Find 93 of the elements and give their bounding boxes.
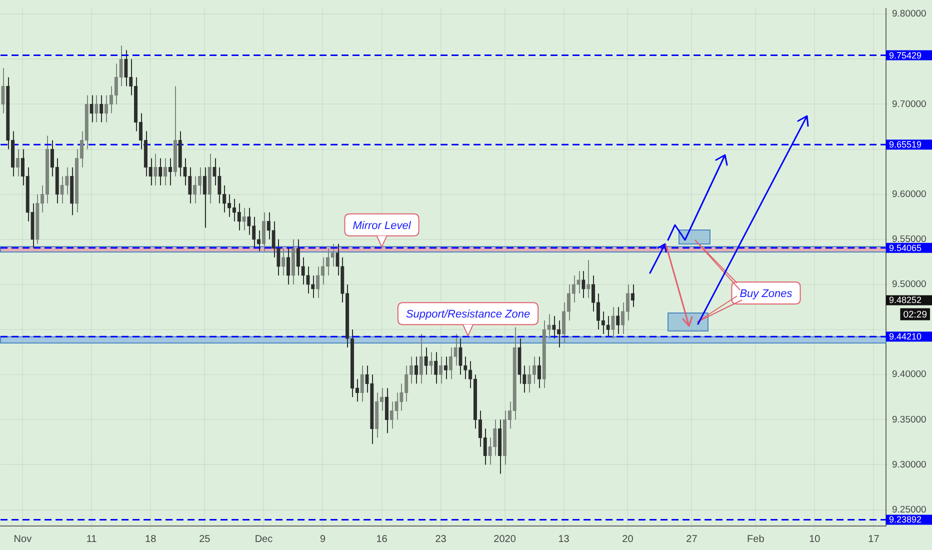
y-tick-label: 9.30000 <box>892 459 926 470</box>
y-tick-label: 9.70000 <box>892 98 926 110</box>
candlestick <box>572 274 576 303</box>
candlestick <box>562 302 566 344</box>
candlestick <box>282 248 286 276</box>
x-tick-label: 10 <box>809 534 821 545</box>
y-tick-label: 9.60000 <box>892 188 926 200</box>
annotation: Mirror Level <box>352 220 412 232</box>
candlestick <box>601 311 605 335</box>
candlestick <box>448 347 452 380</box>
candlestick <box>400 383 404 412</box>
x-tick-label: 25 <box>199 534 211 545</box>
candlestick <box>522 365 526 394</box>
candlestick <box>276 238 280 276</box>
candlestick <box>419 334 423 384</box>
candlestick <box>212 158 216 186</box>
y-tick-label: 9.40000 <box>892 369 926 380</box>
candlestick <box>330 243 334 267</box>
x-tick-label: Dec <box>254 534 273 545</box>
candlestick <box>434 352 438 384</box>
candlestick <box>218 166 222 204</box>
candlestick <box>119 45 123 87</box>
candlestick <box>429 352 433 376</box>
ref-line-label: 9.75429 <box>889 50 922 60</box>
candlestick <box>311 274 315 298</box>
candlestick <box>458 338 462 376</box>
candlestick <box>454 334 458 366</box>
ref-line-label: 9.44210 <box>889 332 922 342</box>
candlestick <box>582 270 586 298</box>
candlestick <box>154 153 158 186</box>
candlestick <box>94 94 98 123</box>
y-tick-label: 9.80000 <box>892 8 926 20</box>
candlestick <box>326 248 330 276</box>
x-tick-label: 16 <box>376 534 388 545</box>
candlestick <box>620 302 625 335</box>
candlestick <box>488 437 492 466</box>
candlestick <box>124 50 128 87</box>
candlestick <box>65 166 69 195</box>
candlestick <box>557 320 561 348</box>
candlestick <box>272 220 276 258</box>
x-tick-label: 9 <box>320 534 326 545</box>
candlestick <box>60 176 64 204</box>
candlestick <box>148 158 152 186</box>
candlestick <box>320 256 325 285</box>
y-tick-label: 9.55000 <box>892 234 926 246</box>
x-tick-label: 2020 <box>494 534 516 545</box>
x-tick-label: 17 <box>868 534 880 545</box>
candlestick <box>493 419 497 456</box>
ref-line-label: 9.54065 <box>889 242 922 253</box>
candlestick <box>552 316 556 340</box>
x-tick-label: 27 <box>686 534 698 545</box>
ref-line-label: 9.23892 <box>889 514 922 525</box>
candlestick <box>188 166 192 204</box>
candlestick <box>336 243 340 276</box>
candlestick <box>611 306 615 340</box>
candlestick <box>606 316 610 338</box>
candlestick <box>591 274 596 312</box>
candlestick <box>242 207 246 231</box>
x-tick-label: Feb <box>747 534 765 545</box>
y-tick-label: 9.25000 <box>892 504 926 516</box>
candlestick <box>286 248 290 285</box>
candlestick <box>306 266 310 294</box>
candlestick <box>547 314 551 340</box>
text: 9.48252 <box>889 295 922 306</box>
x-tick-label: Nov <box>14 534 32 545</box>
candlestick <box>296 238 300 276</box>
annotation: Buy Zones <box>740 288 793 300</box>
candlestick <box>1 68 5 114</box>
x-tick-label: 18 <box>145 534 157 545</box>
x-tick-label: 20 <box>622 534 634 545</box>
candlestick <box>566 284 571 322</box>
x-tick-label: 11 <box>86 534 98 545</box>
candlestick <box>316 266 320 298</box>
y-tick-label: 9.35000 <box>892 414 926 426</box>
ref-line-label: 9.65519 <box>889 140 922 150</box>
candlestick <box>301 256 305 285</box>
text: 02:29 <box>903 309 928 320</box>
candlestick <box>630 284 634 308</box>
candlestick <box>90 94 94 123</box>
candlestick <box>424 347 428 376</box>
y-tick-label: 9.50000 <box>892 279 926 290</box>
candlestick <box>365 365 369 394</box>
candlestick <box>183 158 187 186</box>
candlestick <box>576 270 580 294</box>
x-tick-label: 13 <box>558 534 570 545</box>
annotation: Support/Resistance Zone <box>406 308 530 321</box>
candlestick <box>616 306 620 335</box>
candlestick <box>586 260 590 298</box>
candlestick <box>247 207 251 236</box>
candlestick <box>394 392 398 420</box>
candlestick <box>626 284 630 322</box>
candlestick <box>596 292 600 330</box>
x-tick-label: 23 <box>435 534 447 545</box>
